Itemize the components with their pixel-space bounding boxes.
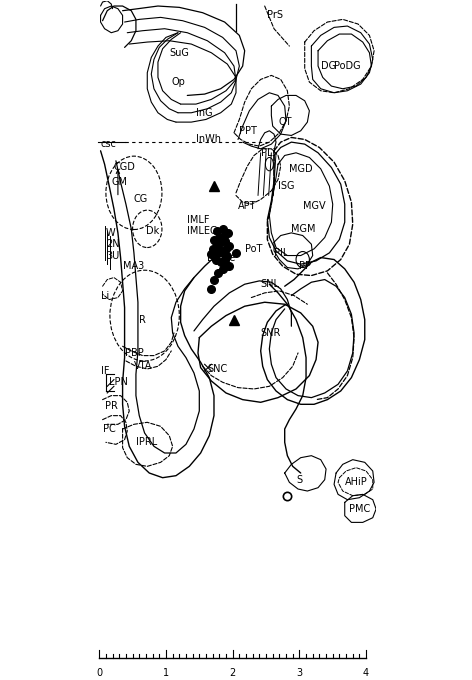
Text: IPRL: IPRL xyxy=(136,437,157,447)
Text: APT: APT xyxy=(238,201,256,211)
Text: PBP: PBP xyxy=(125,348,143,358)
Text: DG: DG xyxy=(321,61,336,71)
Text: SNC: SNC xyxy=(207,364,228,374)
Text: SNR: SNR xyxy=(261,328,281,338)
Text: GM: GM xyxy=(111,177,127,187)
Text: LPN: LPN xyxy=(109,377,128,388)
Text: CGD: CGD xyxy=(114,163,136,173)
Text: SuG: SuG xyxy=(169,48,189,58)
Text: MGV: MGV xyxy=(303,201,325,211)
Text: csc: csc xyxy=(101,139,117,149)
Text: Li: Li xyxy=(101,290,109,301)
Text: MGM: MGM xyxy=(291,224,316,234)
Text: InG: InG xyxy=(196,107,212,118)
Text: CG: CG xyxy=(134,194,148,205)
Text: PP: PP xyxy=(299,261,312,271)
Text: 3: 3 xyxy=(296,668,303,678)
Text: PPT: PPT xyxy=(239,126,257,136)
Text: Dk: Dk xyxy=(146,226,159,236)
Text: PR: PR xyxy=(105,401,118,411)
Text: IF: IF xyxy=(101,366,109,376)
Text: IMLF: IMLF xyxy=(187,214,210,224)
Text: R: R xyxy=(139,315,146,324)
Text: DpMe: DpMe xyxy=(207,252,236,262)
Text: 1: 1 xyxy=(163,668,169,678)
Text: 4: 4 xyxy=(363,668,369,678)
Text: PoDG: PoDG xyxy=(334,61,361,71)
Text: InWh: InWh xyxy=(196,135,221,144)
Text: 2: 2 xyxy=(229,668,236,678)
Text: S: S xyxy=(296,475,302,485)
Text: SNL: SNL xyxy=(261,279,280,289)
Text: AHiP: AHiP xyxy=(345,477,368,488)
Text: PIL: PIL xyxy=(274,248,288,258)
Text: VTA: VTA xyxy=(134,361,152,371)
Text: Op: Op xyxy=(171,77,185,87)
Text: PMC: PMC xyxy=(349,504,371,514)
Text: OT: OT xyxy=(278,117,292,127)
Text: PoT: PoT xyxy=(244,244,262,254)
Text: PrS: PrS xyxy=(267,10,283,20)
Text: MA3: MA3 xyxy=(123,261,144,271)
Text: ISG: ISG xyxy=(278,181,295,191)
Text: PLi: PLi xyxy=(261,148,275,158)
Text: 0: 0 xyxy=(96,668,102,678)
Text: W: W xyxy=(106,228,116,238)
Text: MGD: MGD xyxy=(289,164,313,174)
Text: PC: PC xyxy=(102,424,115,434)
Text: 2N: 2N xyxy=(106,239,119,249)
Text: 3U: 3U xyxy=(106,250,119,260)
Text: IMLEG: IMLEG xyxy=(187,226,218,236)
